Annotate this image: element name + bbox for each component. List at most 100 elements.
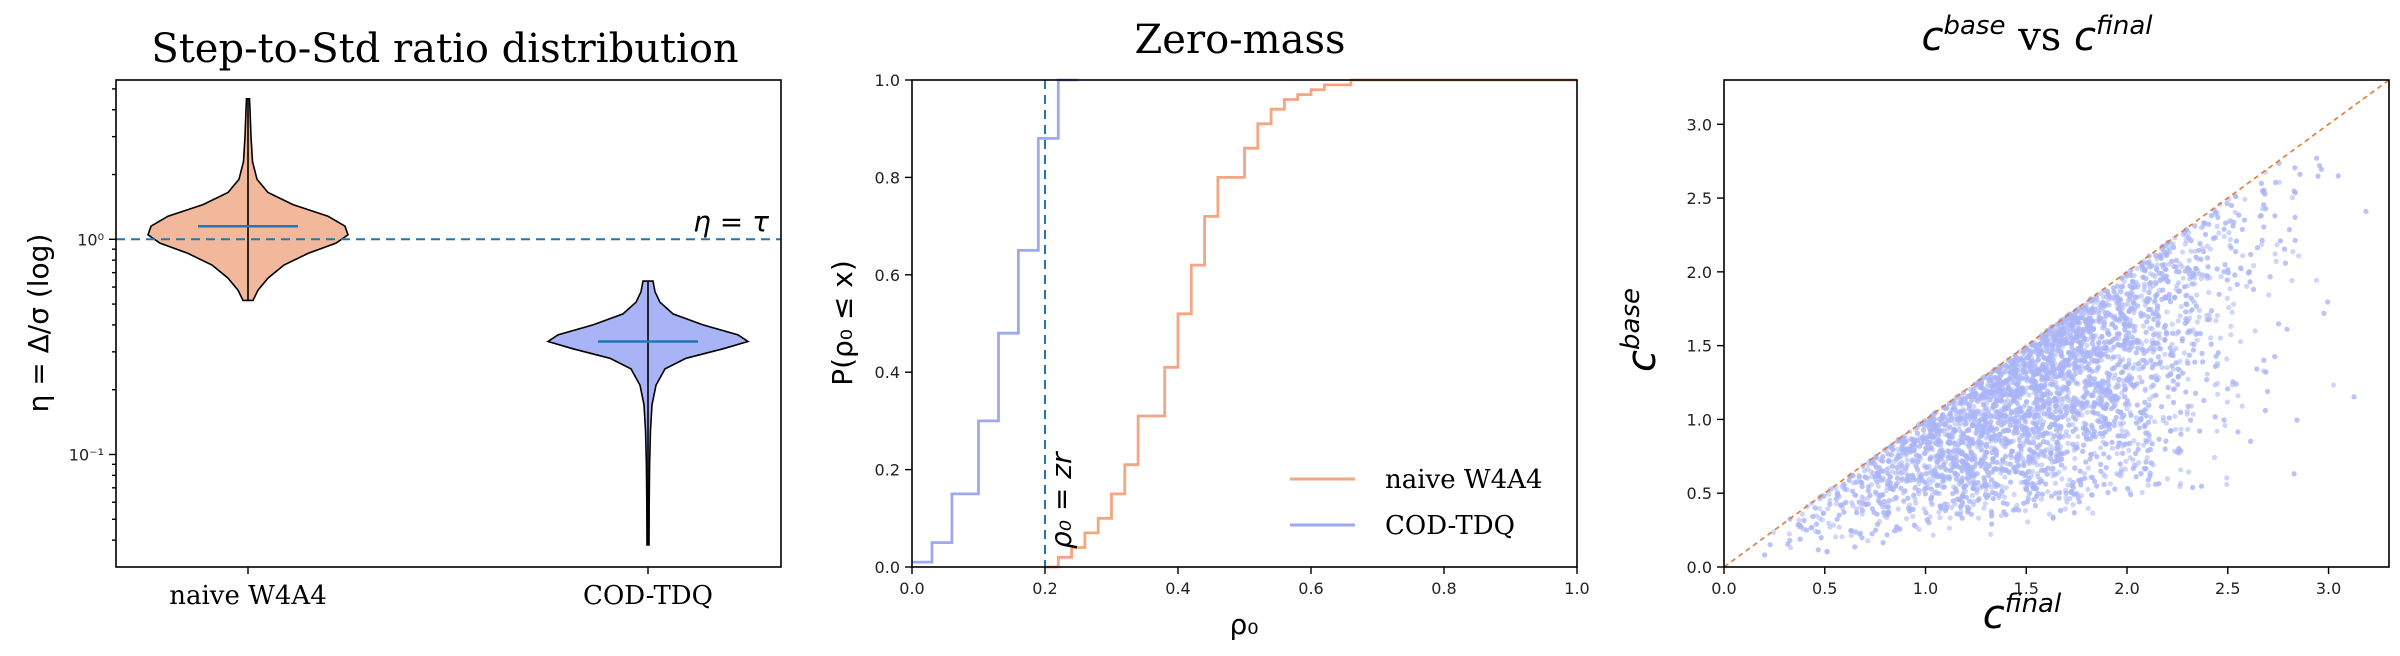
scatter-point: [2064, 449, 2070, 455]
scatter-point: [2215, 214, 2221, 220]
scatter-point: [1934, 459, 1940, 465]
x-tick-label: 0.6: [1298, 579, 1323, 598]
scatter-point: [2118, 433, 2124, 439]
scatter-point: [2033, 424, 2040, 431]
scatter-point: [2100, 378, 2106, 384]
scatter-point: [2035, 357, 2041, 363]
scatter-point: [2163, 438, 2169, 444]
scatter-point: [2175, 329, 2181, 335]
scatter-point: [2143, 459, 2149, 465]
x-tick-label: 0.8: [1431, 579, 1456, 598]
scatter-point: [2066, 350, 2072, 356]
scatter-point: [2072, 456, 2078, 462]
scatter-point: [2002, 369, 2009, 375]
scatter-point: [2053, 454, 2059, 460]
scatter-point: [2035, 383, 2041, 389]
scatter-point: [2107, 481, 2113, 487]
scatter-point: [1865, 538, 1871, 544]
scatter-point: [2176, 280, 2182, 286]
scatter-point: [2028, 367, 2035, 373]
scatter-point: [1958, 465, 1964, 471]
scatter-point: [2154, 377, 2160, 383]
scatter-point: [2023, 472, 2029, 478]
scatter-point: [2034, 387, 2040, 393]
scatter-point: [2106, 426, 2113, 432]
scatter-point: [2027, 360, 2034, 366]
scatter-point: [2039, 449, 2045, 455]
scatter-point: [1946, 400, 1952, 407]
scatter-point: [2233, 238, 2239, 244]
scatter-point: [2140, 323, 2147, 329]
scatter-point: [2030, 426, 2036, 432]
scatter-point: [1978, 416, 1984, 422]
scatter-point: [2272, 213, 2278, 219]
scatter-point: [2109, 445, 2116, 451]
scatter-point: [1910, 513, 1916, 520]
scatter-point: [2149, 365, 2155, 371]
scatter-point: [2057, 339, 2063, 345]
scatter-point: [1922, 491, 1928, 497]
scatter-point: [2011, 491, 2017, 498]
scatter-point: [2025, 354, 2031, 360]
scatter-point: [2101, 339, 2107, 345]
scatter-point: [2059, 476, 2065, 482]
scatter-point: [2075, 495, 2081, 501]
scatter-point: [1796, 517, 1802, 523]
scatter-point: [1974, 471, 1980, 477]
scatter-point: [2119, 311, 2125, 317]
scatter-point: [2107, 339, 2113, 345]
scatter-point: [2226, 230, 2232, 236]
scatter-point: [2133, 350, 2139, 356]
scatter-point: [2094, 454, 2100, 460]
scatter-point: [1988, 394, 1994, 400]
scatter-point: [2174, 449, 2180, 455]
x-tick-label: 0.0: [899, 579, 924, 598]
scatter-point: [1888, 443, 1894, 450]
scatter-point: [2261, 357, 2267, 363]
scatter-point: [1962, 416, 1968, 422]
scatter-point: [2079, 333, 2085, 339]
scatter-point: [2190, 411, 2196, 417]
scatter-point: [2277, 238, 2284, 244]
scatter-point: [2150, 311, 2156, 317]
scatter-point: [1893, 470, 1899, 476]
scatter-point: [2090, 326, 2097, 332]
scatter-point: [2272, 354, 2278, 360]
scatter-point: [2188, 248, 2194, 254]
scatter-point: [2015, 463, 2021, 469]
scatter-point: [2231, 301, 2237, 307]
scatter-point: [2008, 410, 2015, 416]
scatter-point: [1884, 532, 1890, 538]
scatter-point: [2035, 434, 2041, 440]
scatter-point: [1912, 444, 1918, 450]
scatter-point: [2128, 272, 2134, 279]
scatter-point: [1920, 427, 1927, 433]
scatter-point: [2111, 344, 2117, 350]
scatter-point: [2204, 255, 2211, 261]
scatter-point: [1996, 437, 2002, 443]
scatter-point: [2002, 474, 2008, 480]
scatter-point: [2245, 270, 2251, 276]
scatter-point: [1922, 479, 1928, 485]
scatter-point: [2148, 374, 2154, 380]
scatter-point: [1930, 472, 1936, 479]
scatter-point: [2101, 451, 2107, 457]
scatter-point: [2087, 353, 2094, 359]
scatter-point: [2106, 293, 2112, 300]
scatter-point: [2183, 293, 2189, 299]
scatter-point: [2102, 310, 2108, 316]
scatter-point: [2064, 394, 2070, 400]
scatter-point: [2193, 254, 2199, 260]
scatter-point: [2122, 386, 2129, 392]
scatter-point: [2060, 364, 2067, 370]
scatter-point: [2057, 508, 2064, 514]
scatter-point: [2122, 315, 2128, 321]
scatter-point: [2046, 424, 2053, 430]
scatter-point: [2094, 483, 2100, 489]
scatter-point: [2123, 458, 2129, 464]
zero-mass-x-axis-label: ρ₀: [1230, 608, 1259, 641]
scatter-point: [2163, 266, 2169, 272]
scatter-point: [1953, 454, 1959, 460]
scatter-point: [1899, 476, 1905, 482]
scatter-point: [2115, 362, 2121, 368]
